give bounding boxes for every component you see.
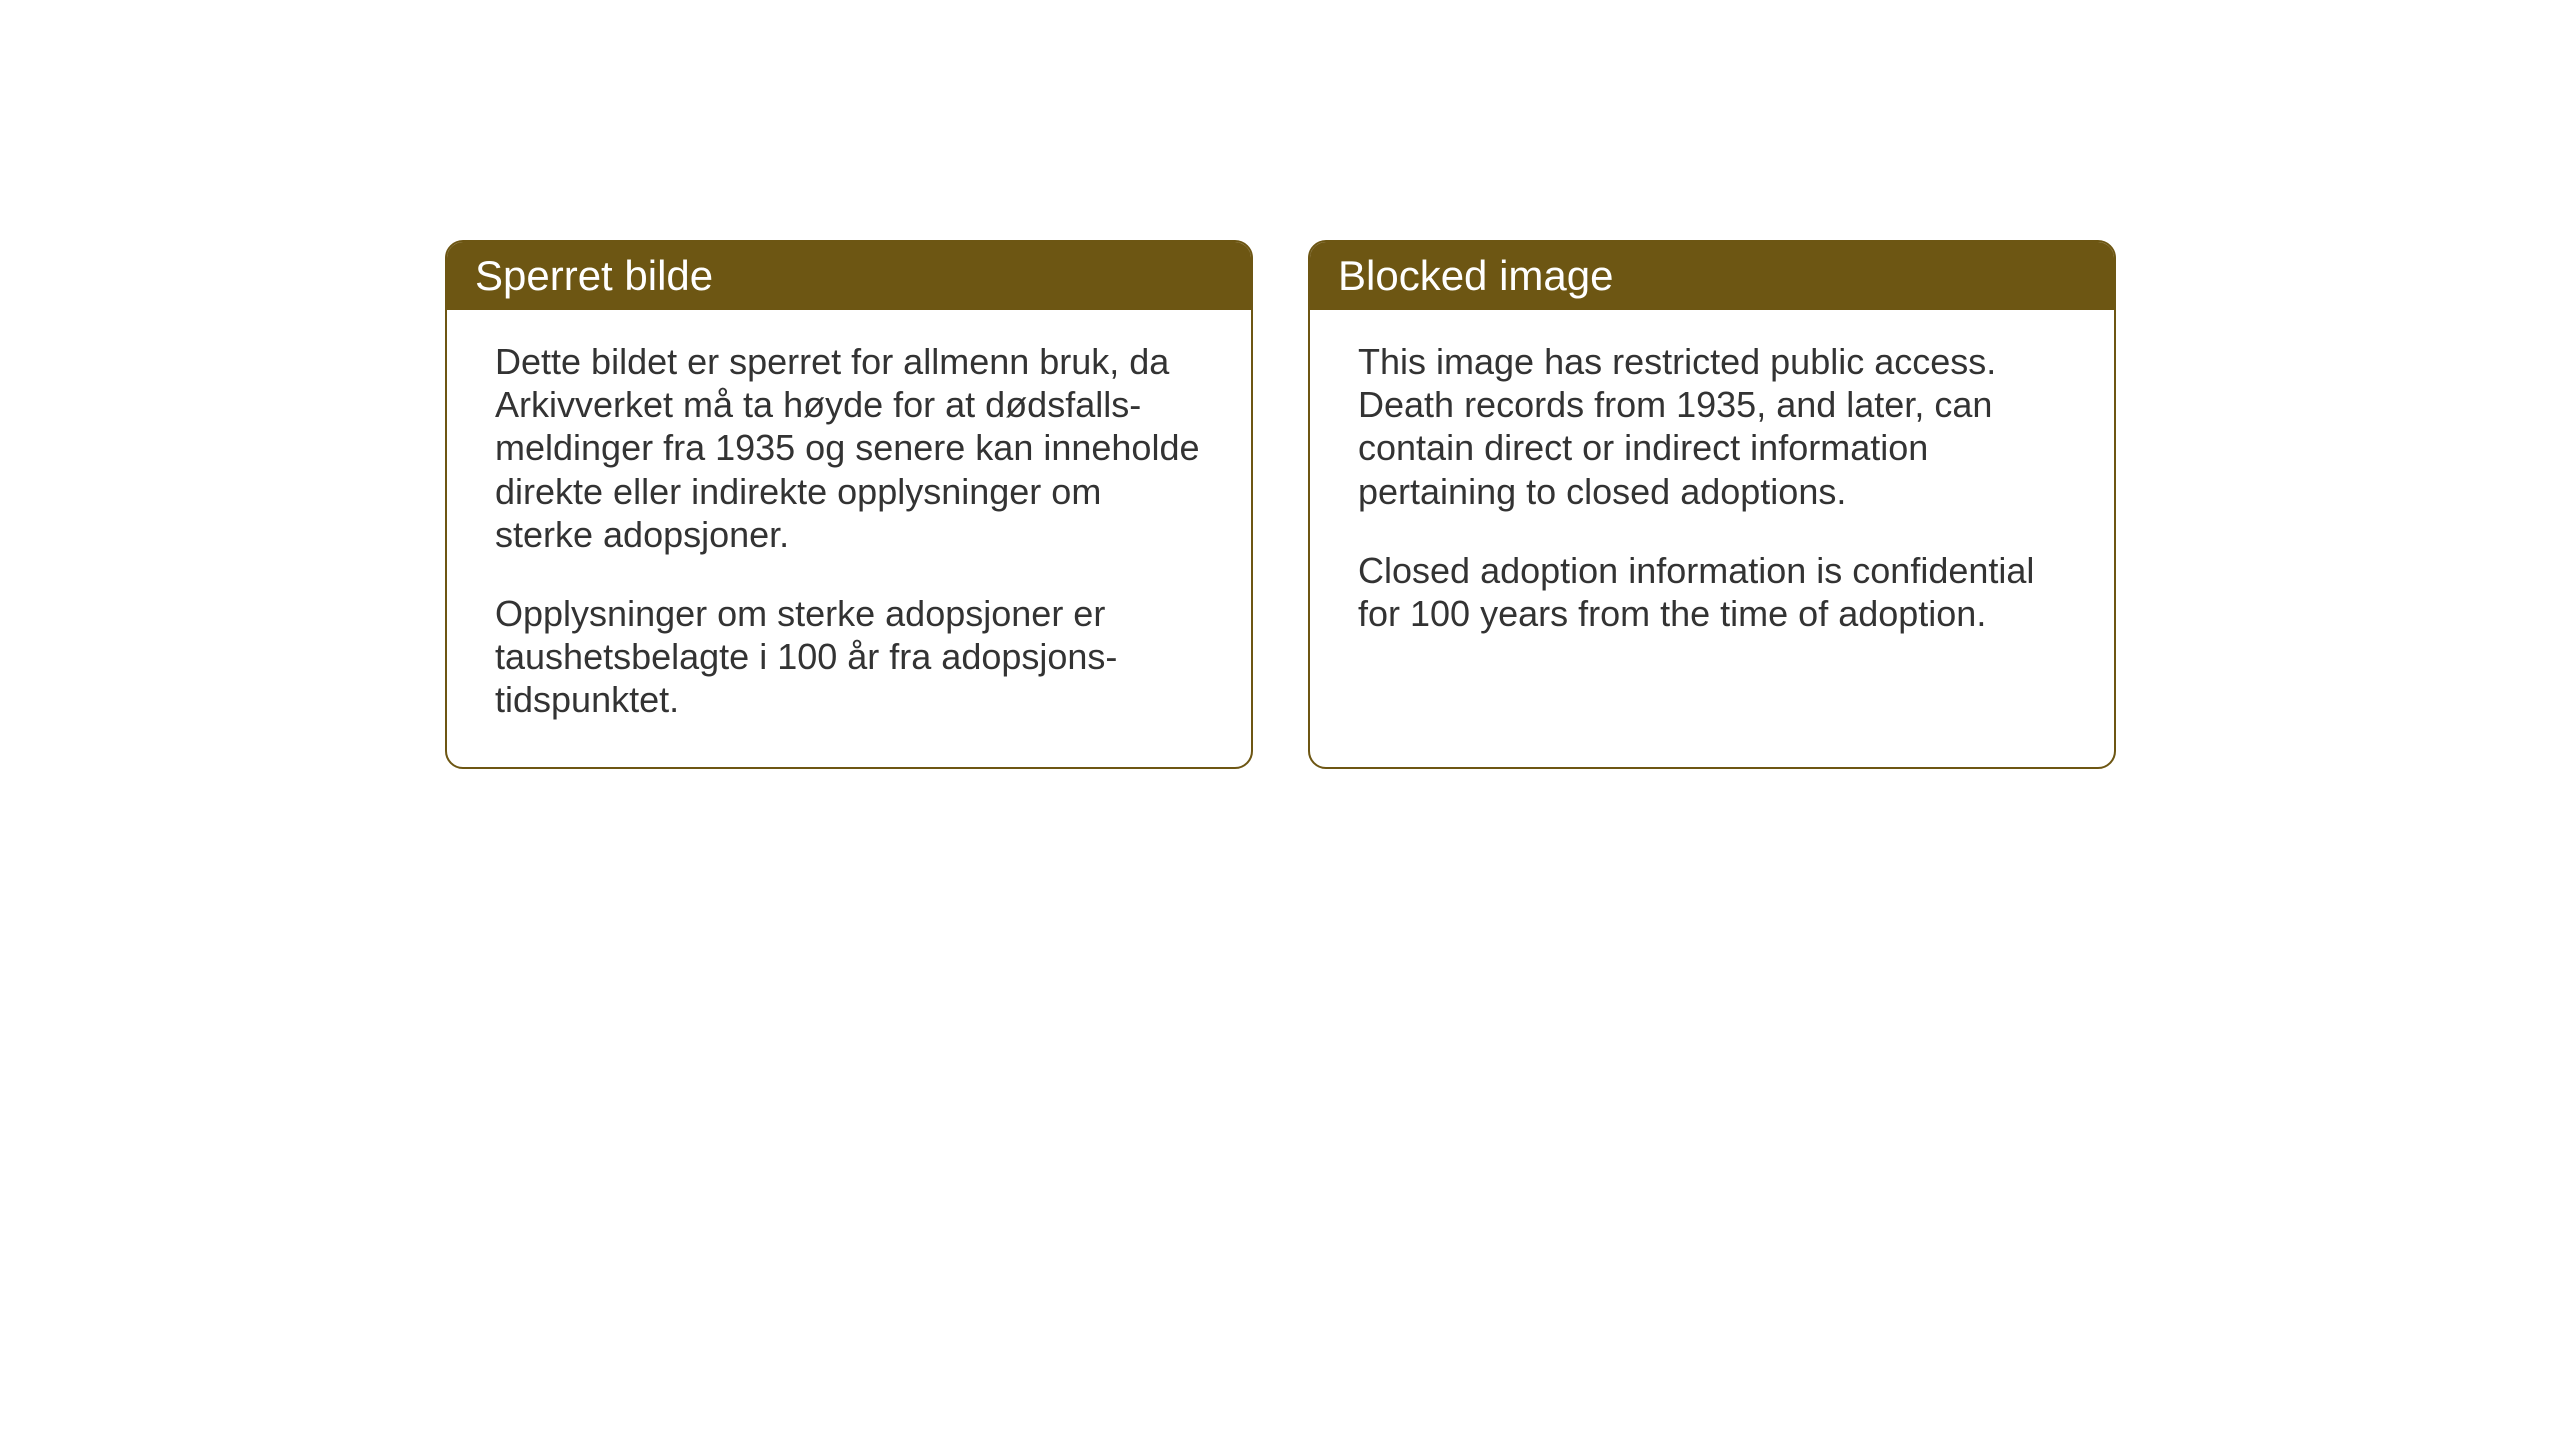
norwegian-card-title: Sperret bilde [447, 242, 1251, 310]
english-notice-card: Blocked image This image has restricted … [1308, 240, 2116, 769]
english-card-body: This image has restricted public access.… [1310, 310, 2114, 680]
norwegian-paragraph-1: Dette bildet er sperret for allmenn bruk… [495, 340, 1203, 556]
norwegian-paragraph-2: Opplysninger om sterke adopsjoner er tau… [495, 592, 1203, 722]
norwegian-card-body: Dette bildet er sperret for allmenn bruk… [447, 310, 1251, 767]
norwegian-notice-card: Sperret bilde Dette bildet er sperret fo… [445, 240, 1253, 769]
english-paragraph-2: Closed adoption information is confident… [1358, 549, 2066, 635]
notice-cards-container: Sperret bilde Dette bildet er sperret fo… [445, 240, 2116, 769]
english-card-title: Blocked image [1310, 242, 2114, 310]
english-paragraph-1: This image has restricted public access.… [1358, 340, 2066, 513]
